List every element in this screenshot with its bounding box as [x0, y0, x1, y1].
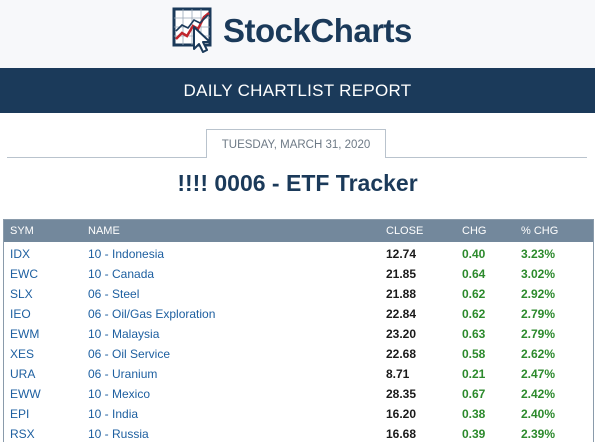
row-chg: 0.67 [462, 387, 486, 401]
row-chg: 0.64 [462, 267, 486, 281]
row-chg: 0.62 [462, 287, 486, 301]
row-symbol-link[interactable]: RSX [10, 427, 35, 441]
row-name-link[interactable]: 10 - India [88, 407, 139, 421]
row-symbol-link[interactable]: EPI [10, 407, 30, 421]
row-close: 22.68 [386, 347, 417, 361]
row-chg: 0.63 [462, 327, 486, 341]
table-row: URA 06 - Uranium 8.71 0.21 2.47% [4, 362, 593, 382]
row-pct-chg: 2.47% [521, 367, 556, 381]
row-chg: 0.40 [462, 247, 486, 261]
logo-text: StockCharts [223, 11, 412, 49]
row-name-link[interactable]: 10 - Mexico [88, 387, 151, 401]
row-pct-chg: 2.79% [521, 307, 556, 321]
table-row: IEO 06 - Oil/Gas Exploration 22.84 0.62 … [4, 302, 593, 322]
etf-table: SYM NAME CLOSE CHG % CHG IDX 10 - Indone… [3, 219, 594, 442]
table-header: SYM NAME CLOSE CHG % CHG [4, 220, 593, 242]
report-date: TUESDAY, MARCH 31, 2020 [206, 129, 386, 158]
header-sym: SYM [10, 225, 34, 237]
row-chg: 0.38 [462, 407, 486, 421]
table-row: EWW 10 - Mexico 28.35 0.67 2.42% [4, 382, 593, 402]
header-chg: CHG [462, 225, 487, 237]
table-row: XES 06 - Oil Service 22.68 0.58 2.62% [4, 342, 593, 362]
table-row: EWM 10 - Malaysia 23.20 0.63 2.79% [4, 322, 593, 342]
site-header: StockCharts [0, 0, 595, 68]
row-pct-chg: 2.42% [521, 387, 556, 401]
row-close: 21.85 [386, 267, 417, 281]
row-close: 12.74 [386, 247, 417, 261]
report-banner: DAILY CHARTLIST REPORT [0, 68, 595, 113]
row-close: 28.35 [386, 387, 417, 401]
row-pct-chg: 3.02% [521, 267, 556, 281]
row-symbol-link[interactable]: SLX [10, 287, 33, 301]
row-name-link[interactable]: 10 - Canada [88, 267, 155, 281]
chartlist-title: !!!! 0006 - ETF Tracker [177, 170, 418, 196]
row-close: 8.71 [386, 367, 410, 381]
stockcharts-logo-icon [172, 7, 212, 53]
row-symbol-link[interactable]: XES [10, 347, 35, 361]
row-name-link[interactable]: 06 - Oil/Gas Exploration [88, 307, 216, 321]
report-date-text: TUESDAY, MARCH 31, 2020 [221, 139, 371, 151]
row-symbol-link[interactable]: URA [10, 367, 36, 381]
row-close: 22.84 [386, 307, 417, 321]
row-pct-chg: 2.92% [521, 287, 556, 301]
row-pct-chg: 2.62% [521, 347, 556, 361]
row-name-link[interactable]: 06 - Oil Service [88, 347, 171, 361]
banner-title: DAILY CHARTLIST REPORT [183, 81, 412, 100]
row-chg: 0.39 [462, 427, 486, 441]
row-chg: 0.58 [462, 347, 486, 361]
row-symbol-link[interactable]: EWW [10, 387, 41, 401]
row-symbol-link[interactable]: EWM [10, 327, 40, 341]
header-name: NAME [88, 225, 120, 237]
table-row: SLX 06 - Steel 21.88 0.62 2.92% [4, 282, 593, 302]
row-chg: 0.21 [462, 367, 486, 381]
table-row: IDX 10 - Indonesia 12.74 0.40 3.23% [4, 242, 593, 262]
header-pct-chg: % CHG [521, 225, 559, 237]
row-symbol-link[interactable]: EWC [10, 267, 38, 281]
row-close: 16.68 [386, 427, 417, 441]
table-row: EPI 10 - India 16.20 0.38 2.40% [4, 402, 593, 422]
header-close: CLOSE [386, 225, 424, 237]
row-chg: 0.62 [462, 307, 486, 321]
row-symbol-link[interactable]: IEO [10, 307, 31, 321]
row-name-link[interactable]: 10 - Indonesia [88, 247, 165, 261]
row-pct-chg: 3.23% [521, 247, 556, 261]
row-symbol-link[interactable]: IDX [10, 247, 31, 261]
table-row: EWC 10 - Canada 21.85 0.64 3.02% [4, 262, 593, 282]
row-close: 21.88 [386, 287, 417, 301]
row-name-link[interactable]: 06 - Steel [88, 287, 140, 301]
row-pct-chg: 2.40% [521, 407, 556, 421]
row-close: 16.20 [386, 407, 417, 421]
stockcharts-logo[interactable]: StockCharts [172, 7, 412, 53]
row-name-link[interactable]: 10 - Russia [88, 427, 149, 441]
row-name-link[interactable]: 06 - Uranium [88, 367, 158, 381]
row-name-link[interactable]: 10 - Malaysia [88, 327, 160, 341]
row-pct-chg: 2.39% [521, 427, 556, 441]
row-pct-chg: 2.79% [521, 327, 556, 341]
row-close: 23.20 [386, 327, 417, 341]
table-row: RSX 10 - Russia 16.68 0.39 2.39% [4, 422, 593, 442]
